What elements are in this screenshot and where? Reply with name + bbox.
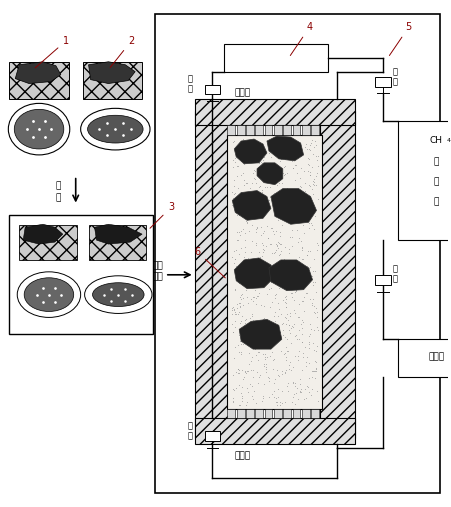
Ellipse shape — [24, 278, 74, 311]
Text: 6: 6 — [195, 247, 226, 278]
Bar — [265, 409, 272, 418]
Bar — [246, 125, 254, 135]
Text: 4: 4 — [446, 138, 450, 143]
Bar — [155, 14, 440, 493]
Ellipse shape — [92, 283, 144, 307]
Bar — [195, 112, 229, 438]
Text: 2: 2 — [110, 36, 134, 67]
Text: 门: 门 — [188, 431, 193, 440]
Text: 冷: 冷 — [56, 182, 61, 191]
Polygon shape — [257, 163, 283, 185]
Polygon shape — [234, 139, 267, 164]
Text: 门: 门 — [393, 78, 398, 87]
Bar — [237, 125, 244, 135]
Bar — [302, 125, 310, 135]
Ellipse shape — [87, 115, 143, 143]
Bar — [9, 62, 69, 99]
Bar — [237, 409, 244, 418]
Polygon shape — [267, 136, 304, 161]
Text: 5: 5 — [389, 22, 412, 55]
Polygon shape — [23, 224, 63, 244]
Polygon shape — [271, 189, 317, 224]
Ellipse shape — [81, 108, 150, 150]
Text: 阀: 阀 — [393, 265, 398, 274]
Bar — [83, 62, 142, 99]
Bar — [274, 125, 282, 135]
Text: 循环泵: 循环泵 — [428, 352, 444, 361]
Text: 3: 3 — [150, 202, 174, 228]
Text: 气: 气 — [434, 177, 439, 187]
Ellipse shape — [85, 276, 152, 313]
Text: 装填: 装填 — [152, 261, 163, 270]
Text: 1: 1 — [35, 36, 69, 68]
Bar — [227, 409, 235, 418]
Bar — [227, 135, 322, 409]
Text: 门: 门 — [188, 85, 193, 93]
Ellipse shape — [14, 110, 64, 149]
Bar — [311, 125, 319, 135]
Text: 阀: 阀 — [188, 75, 193, 84]
Bar — [293, 125, 300, 135]
Bar — [195, 99, 355, 125]
Bar — [255, 125, 263, 135]
Bar — [204, 85, 221, 94]
Polygon shape — [15, 62, 61, 84]
Bar — [19, 225, 77, 260]
Bar — [274, 409, 282, 418]
Polygon shape — [232, 191, 271, 221]
Polygon shape — [95, 224, 142, 244]
Bar — [321, 112, 355, 438]
Bar — [375, 77, 391, 87]
Text: 储: 储 — [434, 158, 439, 167]
Bar — [227, 125, 235, 135]
Bar — [293, 409, 300, 418]
Bar — [283, 125, 291, 135]
Ellipse shape — [8, 103, 70, 155]
Text: 门: 门 — [393, 275, 398, 284]
Polygon shape — [239, 319, 282, 349]
Text: CH: CH — [430, 136, 443, 145]
Text: 冻: 冻 — [56, 194, 61, 202]
Bar — [398, 121, 451, 240]
Bar — [302, 409, 310, 418]
Bar — [9, 215, 153, 334]
Bar — [311, 409, 319, 418]
Bar — [204, 431, 221, 441]
Text: 阀: 阀 — [188, 421, 193, 430]
Bar — [398, 339, 451, 377]
Bar — [255, 409, 263, 418]
Bar — [265, 125, 272, 135]
Bar — [224, 44, 328, 71]
Bar — [375, 275, 391, 285]
Text: 4: 4 — [290, 22, 313, 55]
Polygon shape — [234, 258, 274, 288]
Polygon shape — [269, 260, 313, 291]
Bar — [88, 225, 146, 260]
Bar — [246, 409, 254, 418]
Text: 罐: 罐 — [434, 197, 439, 206]
Bar — [195, 418, 355, 444]
Text: 阀: 阀 — [393, 67, 398, 77]
Bar — [283, 409, 291, 418]
Ellipse shape — [17, 272, 81, 317]
Polygon shape — [88, 62, 135, 84]
Text: 合成: 合成 — [152, 273, 163, 282]
Text: 上端盖: 上端盖 — [234, 88, 250, 97]
Text: 下端盖: 下端盖 — [234, 451, 250, 460]
